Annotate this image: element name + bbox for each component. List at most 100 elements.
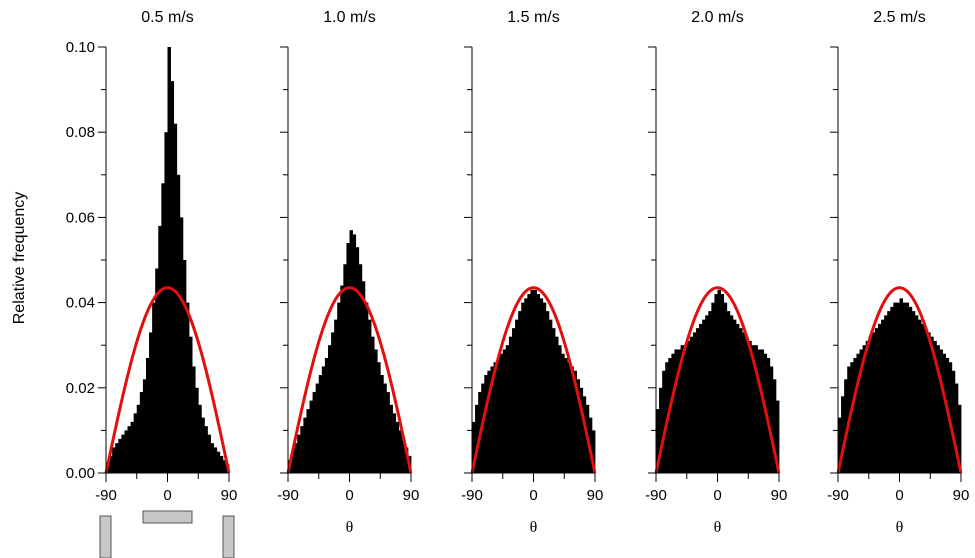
histogram-bar bbox=[908, 306, 913, 473]
histogram-bar bbox=[502, 349, 507, 473]
histogram-bar bbox=[222, 460, 227, 473]
histogram-bar bbox=[189, 336, 193, 473]
histogram-bar bbox=[179, 217, 184, 473]
histogram-bar bbox=[115, 443, 119, 473]
y-axis-label: Relative frequency bbox=[11, 192, 28, 325]
histogram-bar bbox=[677, 349, 681, 473]
histogram-bar bbox=[865, 340, 870, 473]
histogram-bar bbox=[324, 357, 329, 473]
histogram-bar bbox=[198, 404, 202, 473]
histogram-bar bbox=[340, 285, 344, 473]
histogram-bar bbox=[561, 353, 565, 473]
histogram-bar bbox=[656, 409, 660, 473]
histogram-bar bbox=[850, 362, 854, 473]
histogram-bar bbox=[136, 404, 141, 473]
histogram-bar bbox=[133, 413, 138, 473]
panel-title: 2.0 m/s bbox=[691, 9, 743, 26]
panel-title: 1.5 m/s bbox=[507, 9, 559, 26]
histogram-bar bbox=[315, 383, 320, 473]
fitted-curve bbox=[470, 286, 597, 474]
histogram-bar bbox=[539, 298, 544, 473]
histogram-bar bbox=[318, 375, 323, 473]
histogram-bar bbox=[334, 319, 338, 473]
histogram-bar bbox=[343, 264, 347, 473]
panel-title: 0.5 m/s bbox=[141, 9, 193, 26]
histogram-bar bbox=[893, 302, 897, 473]
histogram-bar bbox=[346, 242, 350, 473]
histogram-bar bbox=[164, 132, 168, 473]
panel-title: 2.5 m/s bbox=[873, 9, 925, 26]
histogram-bar bbox=[152, 302, 156, 473]
histogram-bar bbox=[936, 345, 940, 473]
histogram bbox=[472, 289, 596, 473]
x-tick-label: 90 bbox=[403, 487, 420, 504]
histogram-bar bbox=[219, 455, 224, 473]
histogram-bar bbox=[487, 370, 491, 473]
histogram-bar bbox=[518, 311, 522, 473]
histogram-bar bbox=[511, 328, 516, 473]
histogram-bar bbox=[496, 357, 501, 473]
histogram-bar bbox=[564, 357, 568, 473]
histogram bbox=[656, 289, 780, 473]
histogram-bar bbox=[300, 426, 304, 473]
x-tick-label: -90 bbox=[277, 487, 299, 504]
histogram-bar bbox=[377, 362, 381, 473]
histogram-bar bbox=[472, 421, 476, 473]
panel-2: 1.0 m/s -90 0 90 θ bbox=[277, 9, 419, 536]
histogram-bar bbox=[702, 319, 706, 473]
histogram-bar bbox=[748, 340, 752, 473]
histogram-bar bbox=[542, 302, 547, 473]
histogram-bar bbox=[210, 443, 215, 473]
panel-title: 1.0 m/s bbox=[323, 9, 375, 26]
vertical-bar-icon-right bbox=[222, 515, 235, 558]
histogram bbox=[288, 230, 412, 473]
histogram-bar bbox=[723, 302, 728, 473]
histogram-bar bbox=[917, 319, 922, 473]
histogram-bar bbox=[884, 315, 888, 473]
histogram-bar bbox=[383, 383, 387, 473]
histogram-bar bbox=[582, 396, 587, 473]
histogram-bar bbox=[732, 319, 737, 473]
histogram-bar bbox=[720, 294, 725, 473]
histogram-bar bbox=[374, 349, 378, 473]
histogram-bar bbox=[856, 353, 860, 473]
histogram-bar bbox=[933, 340, 937, 473]
histogram-bar bbox=[573, 370, 577, 473]
histogram-bar bbox=[109, 455, 113, 473]
histogram-bar bbox=[772, 379, 777, 473]
histogram-bar bbox=[508, 336, 513, 473]
histogram-bar bbox=[862, 345, 867, 473]
histogram-bar bbox=[751, 345, 755, 473]
histogram-bar bbox=[844, 379, 848, 473]
histogram-bar bbox=[515, 319, 519, 473]
histogram-bar bbox=[674, 349, 678, 473]
histogram-bar bbox=[204, 426, 208, 473]
histogram-bar bbox=[358, 264, 363, 473]
histogram-bar bbox=[524, 298, 528, 473]
histogram-bar bbox=[555, 336, 559, 473]
fitted-curve bbox=[104, 286, 231, 474]
histogram-bar bbox=[309, 400, 313, 473]
panel-4: 2.0 m/s -90 0 90 θ bbox=[645, 9, 787, 536]
histogram-bar bbox=[371, 336, 375, 473]
histogram-bar bbox=[699, 323, 703, 473]
histogram-bar bbox=[668, 357, 672, 473]
panel-1: 0.5 m/s 0.00 0.02 0.04 0.06 0.08 0.10 -90 0 90 bbox=[66, 9, 238, 504]
histogram-bar bbox=[881, 319, 885, 473]
histogram-bar bbox=[176, 174, 181, 474]
histogram-bar bbox=[921, 323, 925, 473]
histogram-bar bbox=[939, 349, 943, 473]
histogram-bar bbox=[754, 345, 758, 473]
panel-3: 1.5 m/s -90 0 90 θ bbox=[461, 9, 603, 536]
histogram-bar bbox=[838, 417, 842, 473]
histogram-bar bbox=[195, 387, 199, 473]
histogram-bar bbox=[192, 366, 196, 473]
histogram-bar bbox=[398, 430, 403, 473]
histogram-bar bbox=[853, 357, 857, 473]
histogram-bar bbox=[536, 294, 541, 473]
histogram-bar bbox=[871, 332, 876, 473]
fitted-curve bbox=[836, 286, 963, 474]
histogram-bar bbox=[380, 375, 384, 473]
histogram-bar bbox=[121, 434, 125, 473]
histogram-bar bbox=[692, 332, 697, 473]
